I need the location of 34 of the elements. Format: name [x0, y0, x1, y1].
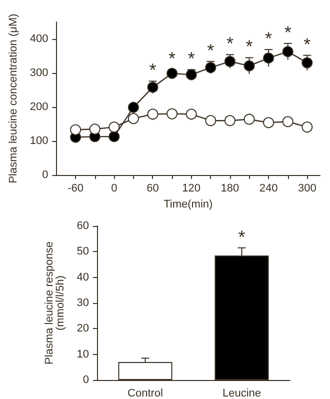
annotation: * [284, 22, 292, 42]
y-tick-label: 200 [30, 101, 48, 113]
annotation: * [188, 48, 195, 69]
annotation: * [238, 226, 246, 247]
y-tick-label: 0 [82, 374, 89, 386]
x-tick-label: 0 [111, 182, 118, 194]
y-tick-label: 30 [76, 297, 89, 309]
x-tick-label: Control [128, 388, 163, 399]
y-tick-label: 60 [76, 220, 89, 232]
annotation: * [304, 34, 311, 54]
y-tick-label: 0 [42, 169, 48, 181]
x-axis-title: Time(min) [164, 198, 213, 210]
y-axis-title: Plasma leucine response (mmol/l/5h) [43, 242, 66, 364]
y-tick-label: 50 [76, 246, 89, 258]
y-tick-label: 10 [76, 348, 89, 360]
annotation: * [265, 28, 272, 49]
annotation: * [149, 60, 156, 80]
x-tick-label: 240 [259, 182, 278, 194]
x-tick-label: 300 [298, 182, 316, 194]
x-tick-label: Leucine [222, 388, 262, 399]
x-tick-label: 60 [146, 182, 159, 194]
y-tick-label: 40 [76, 271, 89, 284]
y-tick-label: 400 [30, 33, 48, 45]
x-tick-label: -60 [68, 182, 84, 194]
annotation: * [207, 40, 214, 60]
y-axis-title: Plasma leucine concentration (μM) [8, 14, 20, 184]
annotation: * [246, 36, 253, 57]
x-tick-label: 120 [182, 182, 201, 194]
annotation: * [168, 48, 176, 69]
x-tick-label: 180 [220, 182, 240, 194]
y-tick-label: 100 [30, 135, 48, 147]
y-tick-label: 300 [30, 67, 48, 79]
annotation: * [226, 34, 234, 54]
y-tick-label: 20 [76, 322, 89, 335]
